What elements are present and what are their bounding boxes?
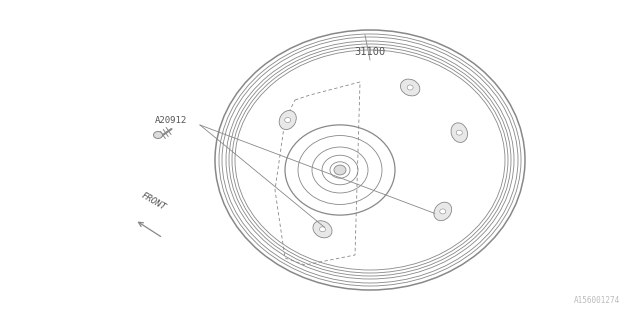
Text: FRONT: FRONT (140, 191, 168, 212)
Ellipse shape (313, 221, 332, 238)
Text: A20912: A20912 (155, 116, 188, 124)
Ellipse shape (279, 110, 296, 130)
Ellipse shape (285, 117, 291, 123)
Ellipse shape (154, 132, 163, 139)
Text: A156001274: A156001274 (573, 296, 620, 305)
Ellipse shape (434, 202, 452, 221)
Ellipse shape (440, 209, 446, 214)
Ellipse shape (401, 79, 420, 96)
Ellipse shape (451, 123, 468, 142)
Ellipse shape (407, 85, 413, 90)
Ellipse shape (334, 165, 346, 175)
Ellipse shape (456, 130, 462, 135)
Text: 31100: 31100 (355, 47, 386, 57)
Ellipse shape (319, 227, 326, 232)
